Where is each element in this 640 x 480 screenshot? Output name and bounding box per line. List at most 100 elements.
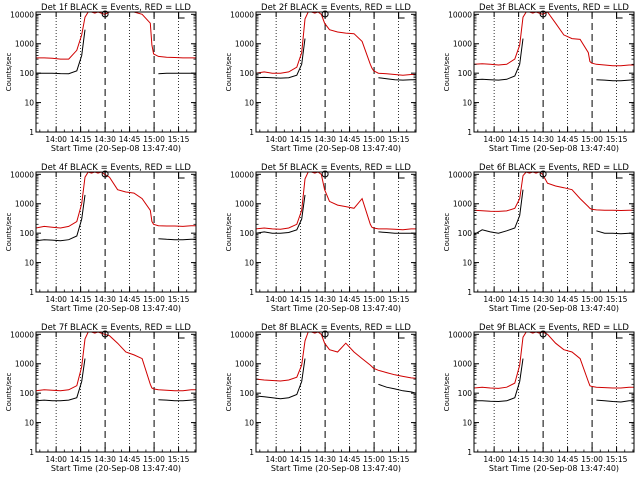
chart-title: Det 3f BLACK = Events, RED = LLD (479, 3, 629, 13)
series-line-events (36, 29, 196, 75)
plot-frame (255, 11, 417, 133)
series-line-events (35, 358, 197, 402)
x-tick-label: 14:00 (265, 455, 287, 464)
y-tick-label: 1000 (15, 360, 34, 369)
series-line-events (255, 194, 416, 234)
x-tick-label: 14:15 (70, 295, 92, 304)
y-tick-label: 100 (458, 229, 473, 238)
chart-title: Det 9f BLACK = Events, RED = LLD (479, 323, 629, 333)
y-tick-label: 1000 (453, 200, 472, 209)
x-axis-label: Start Time (20-Sep-08 13:47:40) (51, 304, 181, 313)
y-tick-label: 10 (462, 99, 472, 108)
x-tick-label: 14:30 (94, 455, 116, 464)
chart-title: Det 6f BLACK = Events, RED = LLD (479, 163, 629, 173)
chart-panel-6: Det 6f BLACK = Events, RED = LLD 1 10 100 10… (443, 163, 635, 313)
series-line-events (474, 358, 634, 403)
y-tick-label: 100 (240, 389, 255, 398)
x-axis-label: Start Time (20-Sep-08 13:47:40) (489, 144, 619, 153)
x-tick-label: 14:00 (45, 135, 67, 144)
chart-panel-8: Det 8f BLACK = Events, RED = LLD 1 10 100 10… (225, 323, 417, 473)
y-tick-label: 100 (20, 229, 35, 238)
y-tick-label: 100 (20, 69, 35, 78)
x-axis-label: Start Time (20-Sep-08 13:47:40) (51, 464, 181, 473)
y-tick-label: 10 (462, 419, 472, 428)
x-tick-label: 14:00 (45, 455, 67, 464)
y-axis-label: Counts/sec (225, 373, 233, 412)
x-axis-label: Start Time (20-Sep-08 13:47:40) (51, 144, 181, 153)
y-tick-label: 1000 (453, 40, 472, 49)
x-tick-label: 14:00 (483, 455, 505, 464)
series-line-events (255, 38, 416, 81)
y-axis-label: Counts/sec (443, 53, 451, 92)
chart-title: Det 1f BLACK = Events, RED = LLD (41, 3, 191, 13)
plot-frame (35, 11, 197, 133)
x-tick-label: 14:15 (290, 455, 312, 464)
y-tick-label: 10000 (10, 170, 34, 179)
x-axis-label: Start Time (20-Sep-08 13:47:40) (271, 464, 401, 473)
x-tick-label: 14:00 (265, 295, 287, 304)
series-line-lld (255, 171, 416, 231)
x-tick-label: 15:00 (581, 135, 603, 144)
y-tick-label: 100 (458, 69, 473, 78)
x-tick-label: 15:15 (606, 135, 628, 144)
chart-panel-2: Det 2f BLACK = Events, RED = LLD 1 10 100 10… (225, 3, 417, 153)
y-tick-label: 1000 (235, 200, 254, 209)
x-tick-label: 15:00 (581, 455, 603, 464)
plot-frame (35, 171, 197, 293)
x-tick-label: 14:45 (339, 455, 361, 464)
y-tick-label: 1 (249, 448, 254, 457)
chart-panel-4: Det 4f BLACK = Events, RED = LLD 1 10 100 10… (5, 163, 197, 313)
plot-frame (473, 331, 635, 453)
chart-panel-5: Det 5f BLACK = Events, RED = LLD 1 10 100 10… (225, 163, 417, 313)
x-tick-label: 14:30 (314, 455, 336, 464)
y-tick-label: 10 (244, 419, 254, 428)
x-tick-label: 15:15 (168, 295, 190, 304)
x-tick-label: 14:30 (94, 135, 116, 144)
x-axis-label: Start Time (20-Sep-08 13:47:40) (489, 304, 619, 313)
x-tick-label: 15:15 (168, 135, 190, 144)
y-tick-label: 10000 (230, 330, 254, 339)
plot-frame (473, 171, 635, 293)
y-axis-label: Counts/sec (5, 373, 13, 412)
x-tick-label: 15:15 (388, 295, 410, 304)
x-tick-label: 14:30 (314, 135, 336, 144)
y-tick-label: 100 (240, 229, 255, 238)
y-axis-label: Counts/sec (5, 53, 13, 92)
x-tick-label: 14:15 (508, 295, 530, 304)
y-tick-label: 1 (29, 448, 34, 457)
y-axis-label: Counts/sec (225, 213, 233, 252)
x-tick-label: 15:00 (363, 295, 385, 304)
y-tick-label: 100 (458, 389, 473, 398)
x-tick-label: 14:30 (314, 295, 336, 304)
x-tick-label: 15:15 (388, 455, 410, 464)
chart-panel-1: Det 1f BLACK = Events, RED = LLD 1 10 100 10… (5, 3, 197, 153)
x-tick-label: 14:00 (483, 295, 505, 304)
series-line-lld (36, 11, 196, 60)
y-tick-label: 10 (24, 259, 34, 268)
y-tick-label: 1 (467, 128, 472, 137)
y-tick-label: 1000 (453, 360, 472, 369)
y-tick-label: 10000 (448, 170, 472, 179)
y-tick-label: 1 (249, 288, 254, 297)
chart-panel-3: Det 3f BLACK = Events, RED = LLD 1 10 100 10… (443, 3, 635, 153)
plot-frame (473, 11, 635, 133)
x-tick-label: 14:45 (119, 455, 141, 464)
y-tick-label: 1000 (15, 200, 34, 209)
y-axis-label: Counts/sec (5, 213, 13, 252)
series-line-events (473, 189, 634, 235)
y-tick-label: 10000 (448, 330, 472, 339)
x-tick-label: 15:15 (388, 135, 410, 144)
y-tick-label: 1 (467, 448, 472, 457)
series-line-events (35, 194, 196, 242)
x-tick-label: 15:00 (363, 455, 385, 464)
chart-title: Det 4f BLACK = Events, RED = LLD (41, 163, 191, 173)
x-tick-label: 14:00 (483, 135, 505, 144)
y-tick-label: 10 (24, 99, 34, 108)
chart-title: Det 7f BLACK = Events, RED = LLD (41, 323, 191, 333)
y-tick-label: 1000 (15, 40, 34, 49)
x-tick-label: 14:45 (557, 135, 579, 144)
x-tick-label: 14:15 (290, 295, 312, 304)
chart-title: Det 8f BLACK = Events, RED = LLD (261, 323, 411, 333)
plot-frame (255, 331, 417, 453)
